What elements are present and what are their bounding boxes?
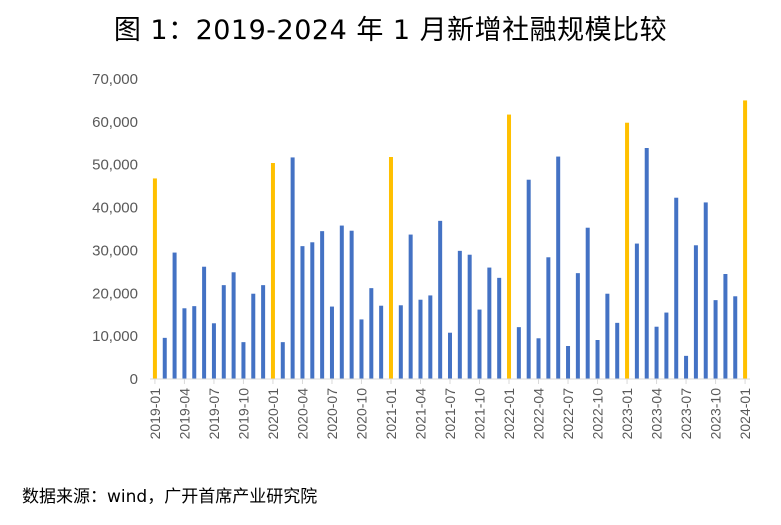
bar-2021-01 (388, 157, 393, 379)
x-tick-label: 2020-07 (324, 388, 340, 440)
y-tick-label: 70,000 (92, 71, 138, 88)
x-tick-label: 2023-04 (649, 388, 665, 440)
x-tick-label: 2023-10 (708, 388, 724, 440)
x-tick-label: 2021-10 (472, 388, 488, 440)
bar-2019-05 (192, 306, 197, 379)
bar-2021-05 (428, 295, 433, 379)
bar-2022-03 (526, 179, 531, 379)
bar-2020-01 (270, 163, 275, 379)
bar-2021-11 (487, 267, 492, 379)
x-tick-label: 2024-01 (737, 388, 753, 440)
bar-2023-10 (713, 300, 718, 379)
x-tick-label: 2019-01 (147, 388, 163, 440)
y-axis-tick-labels: 0 10,000 20,000 30,000 40,000 50,000 60,000 70,… (92, 71, 138, 388)
x-tick-label: 2020-01 (265, 388, 281, 440)
y-tick-label: 10,000 (92, 328, 138, 345)
x-tick-label: 2021-07 (442, 388, 458, 440)
bar-2021-08 (457, 250, 462, 379)
bar-2021-02 (398, 305, 403, 379)
bar-2019-01 (152, 178, 157, 379)
bar-2021-09 (467, 254, 472, 379)
bar-2019-11 (251, 293, 256, 379)
bar-2021-04 (418, 299, 423, 379)
bar-2021-12 (497, 277, 502, 379)
y-tick-label: 40,000 (92, 200, 138, 217)
bar-2020-07 (329, 306, 334, 379)
bar-2019-08 (221, 285, 226, 379)
bar-2022-10 (595, 340, 600, 379)
bar-2021-03 (408, 234, 413, 379)
bar-2023-09 (703, 202, 708, 379)
bar-2022-05 (546, 257, 551, 379)
bar-2023-12 (733, 296, 738, 379)
y-tick-label: 20,000 (92, 285, 138, 302)
x-tick-label: 2020-10 (353, 388, 369, 440)
bar-2020-05 (310, 242, 315, 379)
x-tick-label: 2020-04 (294, 388, 310, 440)
bar-2023-07 (684, 355, 689, 379)
x-tick-label: 2023-01 (619, 388, 635, 440)
bar-2020-02 (280, 342, 285, 379)
bar-2021-06 (438, 220, 443, 379)
bar-2023-01 (625, 122, 630, 379)
bar-2023-11 (723, 274, 728, 379)
x-axis-tick-labels: 2019-01 2019-04 2019-07 2019-10 2020-01 2020-… (147, 388, 753, 440)
x-tick-label: 2021-04 (412, 388, 428, 440)
bar-2022-12 (615, 322, 620, 379)
bar-2022-09 (585, 227, 590, 379)
y-tick-label: 50,000 (92, 157, 138, 174)
bar-2022-02 (516, 327, 521, 379)
x-tick-label: 2019-10 (235, 388, 251, 440)
bar-2019-09 (231, 272, 236, 379)
y-tick-label: 0 (130, 371, 138, 388)
bar-2022-11 (605, 293, 610, 379)
y-tick-label: 30,000 (92, 242, 138, 259)
bar-2022-06 (556, 156, 561, 379)
bar-2023-08 (693, 245, 698, 379)
source-note: 数据来源：wind，广开首席产业研究院 (22, 487, 318, 507)
x-tick-label: 2022-10 (590, 388, 606, 440)
bar-2020-04 (300, 246, 305, 379)
x-tick-label: 2022-07 (560, 388, 576, 440)
bar-2023-06 (674, 197, 679, 379)
bar-2024-01 (743, 100, 748, 379)
bar-2019-12 (261, 285, 266, 379)
bar-2020-10 (359, 319, 364, 379)
y-tick-label: 60,000 (92, 114, 138, 131)
bar-2019-02 (162, 337, 167, 379)
x-tick-label: 2021-01 (383, 388, 399, 440)
bar-2021-10 (477, 309, 482, 379)
x-tick-label: 2022-01 (501, 388, 517, 440)
bar-2022-07 (566, 346, 571, 379)
bar-2023-04 (654, 326, 659, 379)
bar-2019-10 (241, 342, 246, 379)
bar-2020-03 (290, 157, 295, 379)
bar-2022-01 (507, 114, 512, 380)
bar-2019-04 (182, 308, 187, 379)
bar-2023-02 (634, 243, 639, 379)
bar-2022-08 (575, 273, 580, 379)
bar-2019-03 (172, 252, 177, 379)
bar-2023-05 (664, 312, 669, 379)
x-axis-ticks (154, 379, 746, 384)
x-tick-label: 2019-07 (206, 388, 222, 440)
bars (152, 100, 748, 380)
x-tick-label: 2023-07 (678, 388, 694, 440)
bar-2022-04 (536, 338, 541, 379)
bar-2020-09 (349, 230, 354, 379)
bar-2019-06 (202, 266, 207, 379)
chart-title: 图 1：2019-2024 年 1 月新增社融规模比较 (113, 15, 668, 46)
bar-2020-11 (369, 288, 374, 379)
bar-2021-07 (448, 332, 452, 379)
bar-2023-03 (644, 148, 649, 379)
x-tick-label: 2019-04 (176, 388, 192, 440)
bar-2020-08 (339, 225, 344, 379)
x-tick-label: 2022-04 (531, 388, 547, 440)
bar-2020-06 (320, 231, 325, 379)
bar-2019-07 (211, 323, 216, 379)
bar-2020-12 (379, 305, 384, 379)
